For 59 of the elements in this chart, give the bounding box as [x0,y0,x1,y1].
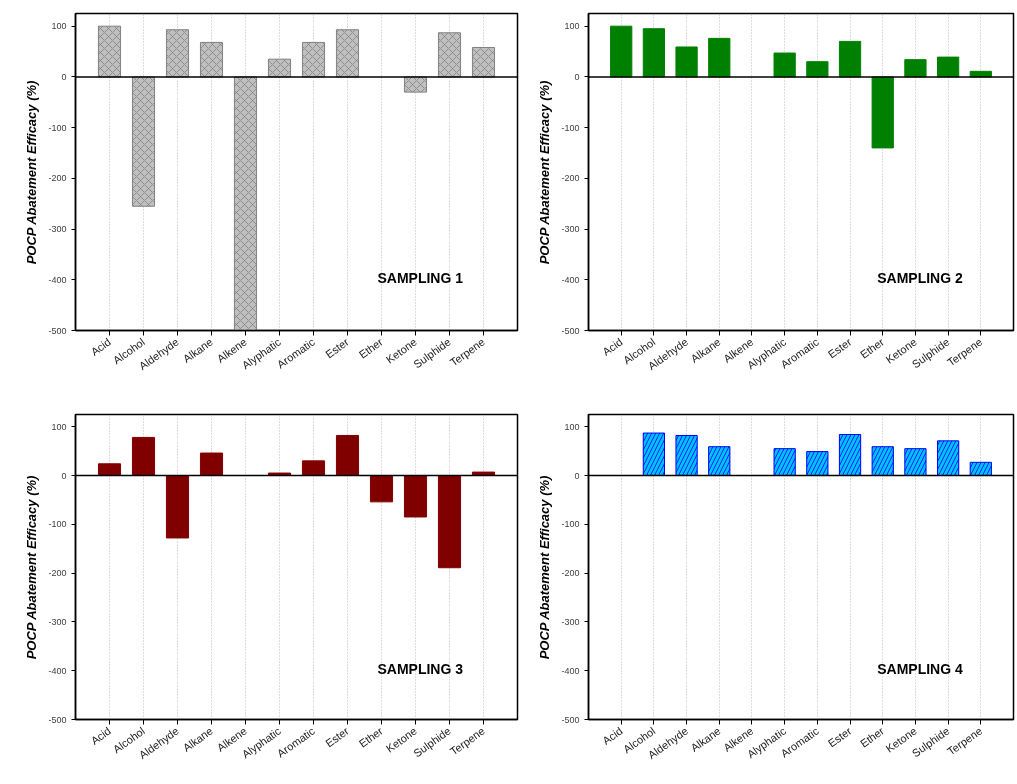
x-tick-label: Acid [88,724,113,747]
y-tick-label: -200 [48,568,67,579]
y-tick-label: 100 [564,421,580,432]
y-tick-label: 100 [51,421,67,432]
y-tick-label: 100 [51,21,67,32]
y-tick-label: -300 [48,616,67,627]
bar [97,463,122,476]
y-tick-label: -300 [561,616,580,627]
text: SAMPLING 3 [377,661,464,678]
bar [335,434,360,476]
bar [871,76,894,149]
y-tick-label: -300 [48,224,67,235]
y-tick-label: -300 [561,224,580,235]
y-tick-label: -200 [48,173,67,184]
bar [301,460,326,476]
text: SAMPLING 2 [877,270,963,287]
y-tick-label: -200 [561,568,580,579]
y-axis-title: POCP Abatement Efficacy (%) [24,475,40,660]
text: SAMPLING 4 [877,661,963,678]
y-tick-label: -100 [561,519,580,530]
bar [437,475,462,569]
y-tick-label: -400 [561,274,580,285]
bar [369,475,394,503]
y-tick-label: 100 [564,21,580,32]
bar [838,40,862,78]
y-tick-label: -200 [561,173,580,184]
y-tick-label: 0 [61,71,67,82]
y-tick-label: -100 [48,122,67,133]
bar [610,25,633,78]
text: SAMPLING 1 [377,270,464,287]
y-tick-label: -500 [48,714,67,725]
bar [806,61,829,78]
y-axis-title: POCP Abatement Efficacy (%) [24,80,40,265]
bar [675,46,698,78]
y-tick-label: -500 [48,325,67,336]
y-tick-label: 0 [574,470,580,481]
y-tick-label: -400 [48,274,67,285]
bar [165,475,190,539]
bar [708,37,731,78]
y-axis-title: POCP Abatement Efficacy (%) [537,475,553,660]
bar [773,52,796,78]
y-tick-label: -500 [561,325,580,336]
bar [642,28,666,78]
x-tick-label: Acid [88,335,113,358]
bar [131,436,156,476]
y-tick-label: -400 [48,665,67,676]
y-tick-label: -400 [561,665,580,676]
y-tick-label: -100 [561,122,580,133]
y-tick-label: 0 [574,71,580,82]
y-tick-label: -500 [561,714,580,725]
bar [403,475,428,518]
x-tick-label: Acid [600,724,625,747]
bar [904,59,927,78]
y-axis-title: POCP Abatement Efficacy (%) [537,80,553,265]
y-tick-label: -100 [48,519,67,530]
y-tick-label: 0 [61,470,67,481]
bar [199,452,224,476]
bar [936,56,960,78]
x-tick-label: Acid [600,335,625,358]
